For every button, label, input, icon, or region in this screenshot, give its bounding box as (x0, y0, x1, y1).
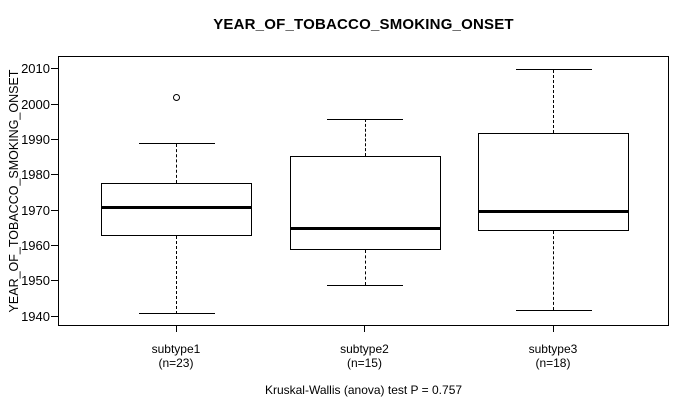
whisker-cap-high (327, 118, 404, 120)
chart-title: YEAR_OF_TOBACCO_SMOKING_ONSET (213, 16, 514, 33)
whisker-upper (364, 119, 366, 157)
whisker-lower (364, 249, 366, 286)
x-tick (364, 326, 366, 332)
group-label-subtype1: subtype1 (151, 342, 201, 356)
group-count-subtype3: (n=18) (535, 356, 571, 370)
y-tick (51, 315, 58, 317)
y-tick-label: 2000 (21, 96, 50, 112)
median-line-subtype3 (478, 209, 630, 213)
iqr-box-subtype2 (289, 156, 441, 250)
group-label-subtype3: subtype3 (528, 342, 578, 356)
y-tick (51, 209, 58, 211)
median-line-subtype1 (101, 206, 253, 210)
plot-area (58, 56, 669, 326)
whisker-cap-high (138, 143, 215, 145)
y-tick-label: 1990 (21, 131, 50, 147)
y-tick (51, 68, 58, 70)
whisker-cap-low (138, 313, 215, 315)
whisker-lower (176, 235, 178, 314)
iqr-box-subtype1 (101, 182, 253, 236)
whisker-upper (176, 143, 178, 183)
y-tick-label: 1940 (21, 308, 50, 324)
y-tick-label: 1980 (21, 167, 50, 183)
whisker-cap-high (515, 69, 592, 71)
stats-footer: Kruskal-Wallis (anova) test P = 0.757 (264, 383, 463, 397)
whisker-cap-low (327, 284, 404, 286)
y-tick-label: 1950 (21, 273, 50, 289)
y-tick (51, 103, 58, 105)
x-tick (552, 326, 554, 332)
outlier-point (173, 94, 181, 102)
y-tick (51, 138, 58, 140)
x-tick (175, 326, 177, 332)
iqr-box-subtype3 (478, 133, 630, 232)
y-tick-label: 1960 (21, 237, 50, 253)
whisker-cap-low (515, 309, 592, 311)
group-count-subtype1: (n=23) (158, 356, 194, 370)
y-tick-label: 2010 (21, 61, 50, 77)
whisker-upper (553, 69, 555, 134)
group-count-subtype2: (n=15) (346, 356, 382, 370)
group-label-subtype2: subtype2 (340, 342, 389, 356)
y-tick (51, 244, 58, 246)
median-line-subtype2 (289, 227, 441, 231)
whisker-lower (553, 231, 555, 311)
y-tick (51, 174, 58, 176)
y-tick-label: 1970 (21, 202, 50, 218)
y-tick (51, 280, 58, 282)
